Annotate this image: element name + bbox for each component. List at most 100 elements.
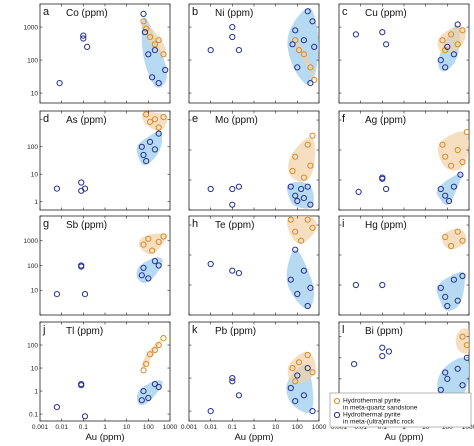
- point-mafic: [292, 246, 299, 253]
- point-mafic: [294, 64, 301, 71]
- point-sandstone: [155, 238, 162, 245]
- legend-box: [329, 392, 472, 428]
- panel-letter: k: [192, 324, 198, 336]
- panel-plot-area: [355, 128, 469, 206]
- point-mafic: [294, 372, 301, 379]
- point-sandstone: [140, 241, 147, 248]
- x-tick-label: 1: [252, 424, 256, 431]
- panel-letter: d: [43, 113, 49, 125]
- point-mafic: [207, 185, 214, 193]
- point-mafic: [352, 281, 359, 289]
- point-sandstone: [143, 25, 150, 32]
- point-mafic: [454, 365, 461, 372]
- point-mafic: [300, 195, 307, 202]
- panel-letter: a: [43, 6, 50, 18]
- field-mafic: [286, 181, 314, 209]
- point-mafic: [155, 80, 162, 87]
- y-tick-label: 10: [31, 90, 39, 97]
- point-mafic: [81, 185, 89, 192]
- point-mafic: [80, 32, 87, 39]
- panel-plot-area: [351, 328, 469, 404]
- panel-k: 0.001 0.01 0.1 1 10 100 1000 k Pb (ppm) Au (ppm): [181, 321, 327, 443]
- point-mafic: [355, 188, 362, 195]
- point-mafic: [140, 264, 147, 271]
- panel-i: i Hg (ppm): [338, 215, 470, 316]
- x-tick-label: 1000: [163, 424, 178, 431]
- point-mafic: [53, 185, 61, 192]
- point-sandstone: [459, 333, 466, 340]
- panel-h: h Te (ppm): [188, 215, 320, 316]
- point-mafic: [442, 369, 449, 376]
- point-sandstone: [145, 235, 152, 242]
- point-mafic: [445, 197, 453, 205]
- panel-letter: b: [192, 6, 198, 18]
- y-tick-label: 0.1: [29, 411, 38, 418]
- panel-title: Ni (ppm): [215, 8, 253, 19]
- x-tick-label: 0.1: [378, 424, 387, 431]
- point-mafic: [207, 260, 214, 268]
- point-mafic: [229, 267, 236, 274]
- x-tick-label: 0.001: [331, 424, 348, 431]
- field-sandstone: [437, 131, 469, 171]
- point-mafic: [81, 413, 89, 420]
- point-mafic: [294, 197, 301, 205]
- point-mafic: [442, 192, 449, 199]
- panel-title: Ag (ppm): [365, 115, 406, 126]
- panel-plot-area: [207, 216, 317, 310]
- y-tick-label: 10: [31, 172, 39, 179]
- x-tick-label: 0.01: [55, 424, 68, 431]
- point-mafic: [444, 43, 451, 51]
- panel-title: Sb (ppm): [66, 220, 107, 231]
- point-sandstone: [295, 359, 303, 366]
- point-mafic: [307, 284, 314, 291]
- panel-letter: g: [43, 218, 49, 230]
- x-tick-label: 0.01: [204, 424, 217, 431]
- point-sandstone: [439, 37, 446, 44]
- point-mafic: [229, 201, 236, 208]
- point-mafic: [155, 130, 162, 137]
- point-mafic: [463, 354, 469, 361]
- point-mafic: [385, 348, 392, 355]
- point-sandstone: [309, 224, 316, 231]
- x-axis-label: Au (ppm): [85, 432, 124, 443]
- point-sandstone: [304, 141, 311, 148]
- point-mafic: [311, 43, 318, 51]
- point-sandstone: [151, 116, 158, 123]
- point-sandstone: [304, 351, 311, 359]
- point-mafic: [379, 175, 386, 182]
- point-mafic: [457, 171, 464, 178]
- point-mafic: [383, 185, 390, 193]
- point-mafic: [304, 8, 311, 15]
- panel-title: Tl (ppm): [66, 326, 103, 337]
- point-mafic: [437, 386, 444, 393]
- point-sandstone: [160, 51, 167, 58]
- point-mafic: [287, 183, 294, 190]
- point-mafic: [307, 80, 314, 87]
- point-mafic: [145, 394, 152, 402]
- point-mafic: [229, 33, 236, 41]
- point-sandstone: [155, 341, 162, 349]
- point-sandstone: [298, 237, 305, 244]
- point-mafic: [229, 185, 236, 193]
- point-mafic: [459, 272, 466, 280]
- point-mafic: [149, 74, 156, 81]
- point-mafic: [437, 284, 444, 291]
- panel-title: Co (ppm): [66, 8, 108, 19]
- point-sandstone: [448, 162, 455, 169]
- point-sandstone: [292, 153, 299, 160]
- point-sandstone: [307, 162, 314, 169]
- point-sandstone: [295, 47, 303, 54]
- panel-title: Cu (ppm): [365, 8, 407, 19]
- point-sandstone: [459, 237, 466, 244]
- point-mafic: [300, 392, 307, 399]
- field-sandstone: [286, 216, 317, 244]
- point-mafic: [379, 281, 386, 289]
- point-sandstone: [442, 233, 449, 241]
- point-sandstone: [155, 124, 162, 131]
- y-tick-label: 1: [34, 199, 38, 206]
- panel-letter: e: [192, 113, 198, 125]
- point-mafic: [56, 80, 63, 87]
- panel-plot-area: [207, 7, 319, 87]
